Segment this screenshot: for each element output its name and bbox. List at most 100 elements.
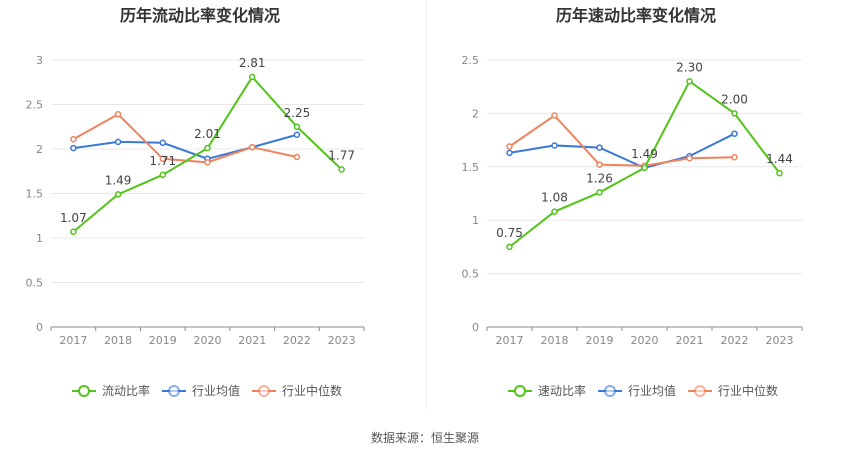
y-tick-label: 0.5 bbox=[462, 268, 480, 281]
data-point[interactable] bbox=[596, 161, 603, 168]
data-point[interactable] bbox=[731, 130, 738, 137]
data-label: 0.75 bbox=[496, 226, 523, 240]
y-tick-label: 0 bbox=[36, 321, 43, 334]
legend-item-速动比率[interactable]: 速动比率 bbox=[508, 383, 586, 398]
x-tick-label: 2021 bbox=[676, 334, 704, 347]
data-point[interactable] bbox=[551, 208, 558, 215]
data-point[interactable] bbox=[551, 112, 558, 119]
data-point[interactable] bbox=[114, 111, 122, 118]
x-tick-label: 2022 bbox=[721, 334, 749, 347]
data-point[interactable] bbox=[338, 166, 345, 173]
legend-item-流动比率[interactable]: 流动比率 bbox=[72, 383, 150, 398]
data-point[interactable] bbox=[506, 149, 513, 157]
data-label: 2.00 bbox=[721, 92, 748, 106]
series-line-行业中位数 bbox=[508, 114, 735, 167]
chart-title-quick-ratio: 历年速动比率变化情况 bbox=[555, 6, 716, 25]
y-tick-label: 2 bbox=[36, 143, 43, 156]
data-point[interactable] bbox=[159, 155, 167, 163]
data-point[interactable] bbox=[596, 144, 603, 151]
data-label: 1.49 bbox=[631, 147, 658, 161]
series-line-流动比率 bbox=[72, 75, 343, 233]
x-tick-label: 2023 bbox=[766, 334, 794, 347]
x-tick-label: 2022 bbox=[283, 334, 311, 347]
data-label: 2.25 bbox=[284, 106, 311, 120]
data-point[interactable] bbox=[159, 139, 167, 147]
data-label: 1.07 bbox=[60, 211, 87, 225]
legend-label: 流动比率 bbox=[102, 383, 150, 398]
chart-title-current-ratio: 历年流动比率变化情况 bbox=[119, 6, 280, 25]
data-point[interactable] bbox=[70, 144, 77, 152]
series-line-行业中位数 bbox=[72, 113, 298, 164]
legend-item-行业中位数[interactable]: 行业中位数 bbox=[252, 383, 342, 398]
data-point[interactable] bbox=[776, 169, 783, 177]
data-point[interactable] bbox=[506, 143, 513, 150]
chart-panel-1: 0 0.5 1 1.5 2 2.5 3 2017 2018 2019 2020 2021 2022 202… bbox=[26, 54, 365, 398]
legend-label: 行业中位数 bbox=[718, 383, 778, 398]
data-point[interactable] bbox=[114, 191, 122, 198]
data-point[interactable] bbox=[248, 143, 256, 151]
chart-divider bbox=[426, 0, 427, 410]
legend-label: 速动比率 bbox=[538, 383, 586, 398]
data-point[interactable] bbox=[641, 164, 648, 172]
data-label: 2.01 bbox=[194, 127, 221, 141]
data-point[interactable] bbox=[293, 131, 301, 139]
data-label: 1.44 bbox=[766, 152, 793, 166]
data-point[interactable] bbox=[248, 73, 256, 81]
data-point[interactable] bbox=[506, 243, 513, 251]
y-tick-label: 0 bbox=[472, 321, 479, 334]
legend-item-行业中位数[interactable]: 行业中位数 bbox=[688, 383, 778, 398]
x-tick-label: 2017 bbox=[496, 334, 524, 347]
y-tick-label: 2.5 bbox=[26, 99, 44, 112]
y-tick-label: 1 bbox=[36, 232, 43, 245]
x-tick-label: 2018 bbox=[541, 334, 569, 347]
data-label: 1.71 bbox=[149, 154, 176, 168]
data-label: 1.08 bbox=[541, 191, 568, 205]
x-tick-label: 2017 bbox=[59, 334, 87, 347]
y-tick-label: 1.5 bbox=[26, 188, 44, 201]
data-label: 2.81 bbox=[239, 56, 266, 70]
data-point[interactable] bbox=[731, 153, 738, 161]
x-tick-label: 2018 bbox=[104, 334, 132, 347]
legend-marker bbox=[78, 385, 90, 397]
data-point[interactable] bbox=[114, 138, 122, 146]
data-point[interactable] bbox=[293, 153, 301, 161]
y-tick-label: 1 bbox=[472, 214, 479, 227]
data-label: 2.30 bbox=[676, 60, 703, 74]
legend-label: 行业均值 bbox=[192, 383, 240, 398]
data-label: 1.49 bbox=[105, 173, 132, 187]
data-point[interactable] bbox=[551, 142, 558, 149]
data-point[interactable] bbox=[686, 78, 693, 85]
legend-label: 行业均值 bbox=[628, 383, 676, 398]
y-tick-label: 1.5 bbox=[462, 161, 480, 174]
data-point[interactable] bbox=[293, 123, 301, 130]
chart-panel-2: 0 0.5 1 1.5 2 2.5 2017 2018 2019 2020 2021 2022 2023… bbox=[462, 54, 803, 398]
legend-item-行业均值[interactable]: 行业均值 bbox=[598, 383, 676, 398]
x-tick-label: 2019 bbox=[586, 334, 614, 347]
series-line-行业均值 bbox=[509, 132, 735, 169]
data-point[interactable] bbox=[204, 144, 211, 152]
data-point[interactable] bbox=[596, 189, 603, 196]
data-point[interactable] bbox=[686, 155, 693, 162]
data-point[interactable] bbox=[70, 228, 77, 236]
data-point[interactable] bbox=[159, 171, 167, 179]
legend-marker bbox=[258, 385, 270, 397]
legend-item-行业均值[interactable]: 行业均值 bbox=[162, 383, 240, 398]
data-source-note: 数据来源：恒生聚源 bbox=[370, 431, 479, 445]
legend-marker bbox=[694, 385, 706, 397]
series-line-行业均值 bbox=[73, 133, 298, 160]
legend-marker bbox=[514, 385, 526, 397]
legend-marker bbox=[168, 385, 180, 397]
x-tick-label: 2020 bbox=[631, 334, 659, 347]
data-point[interactable] bbox=[731, 110, 738, 117]
data-label: 1.77 bbox=[328, 148, 355, 162]
legend-label: 行业中位数 bbox=[282, 383, 342, 398]
y-tick-label: 3 bbox=[36, 54, 43, 67]
data-point[interactable] bbox=[204, 159, 211, 166]
x-tick-label: 2019 bbox=[149, 334, 177, 347]
data-point[interactable] bbox=[70, 135, 77, 143]
x-tick-label: 2023 bbox=[328, 334, 356, 347]
y-tick-label: 2.5 bbox=[462, 54, 480, 67]
y-tick-label: 0.5 bbox=[26, 277, 44, 290]
y-tick-label: 2 bbox=[472, 107, 479, 120]
